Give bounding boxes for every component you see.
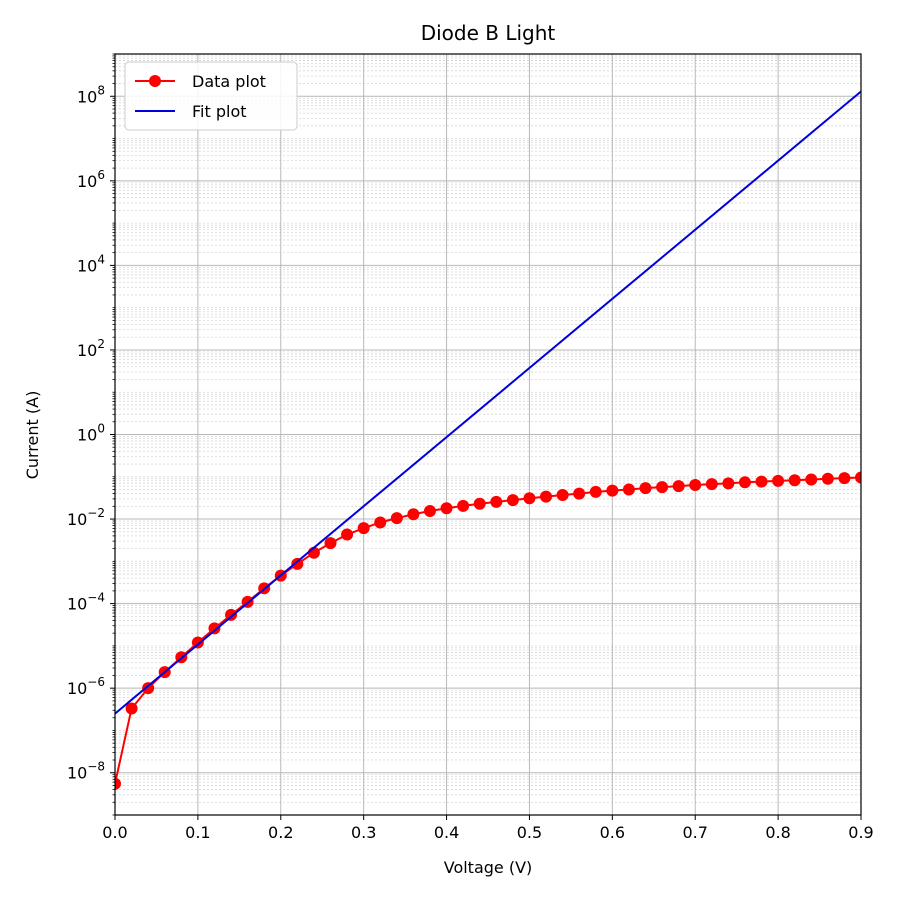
legend-box [124, 61, 298, 131]
data-point [191, 636, 204, 649]
data-point [142, 682, 155, 695]
data-point [556, 489, 569, 502]
data-point [656, 481, 669, 494]
y-tick-label: 100 [77, 422, 105, 445]
y-tick-label: 10−8 [67, 760, 105, 783]
data-point [738, 476, 751, 489]
legend-marker-1 [149, 75, 161, 87]
data-point [805, 473, 818, 486]
data-point [225, 608, 238, 621]
data-point [573, 487, 586, 500]
x-tick-label: 0.3 [351, 823, 376, 842]
data-point [208, 622, 221, 635]
data-point [788, 474, 801, 487]
data-point [341, 528, 354, 541]
x-tick-label: 0.8 [765, 823, 790, 842]
data-point [407, 508, 420, 521]
minor-grid [115, 53, 861, 816]
data-point [291, 557, 304, 570]
data-point [672, 480, 685, 493]
y-tick-label: 10−2 [67, 506, 105, 529]
x-tick-label: 0.0 [102, 823, 127, 842]
data-point [622, 483, 635, 496]
data-point [855, 471, 861, 484]
legend-label-2: Fit plot [192, 102, 247, 121]
y-tick-label: 10−6 [67, 675, 105, 698]
series-layer [115, 90, 861, 790]
data-point [457, 499, 470, 512]
x-tick-label: 0.2 [268, 823, 293, 842]
data-point [755, 475, 768, 488]
data-point [440, 502, 453, 515]
y-tick-label: 104 [77, 252, 105, 275]
data-point [540, 490, 553, 503]
data-point [639, 482, 652, 495]
y-tick-label: 102 [77, 337, 105, 360]
y-tick-label: 10−4 [67, 591, 105, 614]
data-point [722, 477, 735, 490]
data-point [606, 484, 619, 497]
data-point [490, 495, 503, 508]
data-point [324, 537, 337, 550]
data-point [506, 494, 519, 507]
data-point [473, 497, 486, 510]
x-tick-label: 0.5 [517, 823, 542, 842]
data-point [589, 485, 602, 498]
y-tick-label: 106 [77, 168, 105, 191]
data-point [115, 777, 121, 790]
series-line-2 [115, 90, 861, 715]
data-point [125, 702, 138, 715]
data-point [423, 505, 436, 518]
x-axis-label: Voltage (V) [444, 858, 533, 877]
x-tick-label: 0.6 [600, 823, 625, 842]
x-tick-label: 0.9 [848, 823, 873, 842]
data-point [390, 512, 403, 525]
x-tick-label: 0.1 [185, 823, 210, 842]
data-point [705, 478, 718, 491]
x-tick-label: 0.4 [434, 823, 459, 842]
data-point [523, 492, 536, 505]
data-point [357, 522, 370, 535]
ticks-layer: 10−8 10−6 10−4 10−2 100 102 104 106 108 0.0 0.1 0.2… [67, 53, 874, 842]
x-tick-label: 0.7 [682, 823, 707, 842]
data-point [838, 472, 851, 485]
data-point [689, 478, 702, 491]
y-tick-label: 108 [77, 83, 105, 106]
legend-label-1: Data plot [192, 72, 266, 91]
y-axis-label: Current (A) [23, 391, 42, 480]
data-point [821, 472, 834, 485]
chart-title: Diode B Light [421, 21, 556, 45]
legend: Data plot Fit plot [124, 61, 298, 131]
data-point [374, 516, 387, 529]
series-line-1 [115, 476, 861, 784]
data-point [772, 474, 785, 487]
